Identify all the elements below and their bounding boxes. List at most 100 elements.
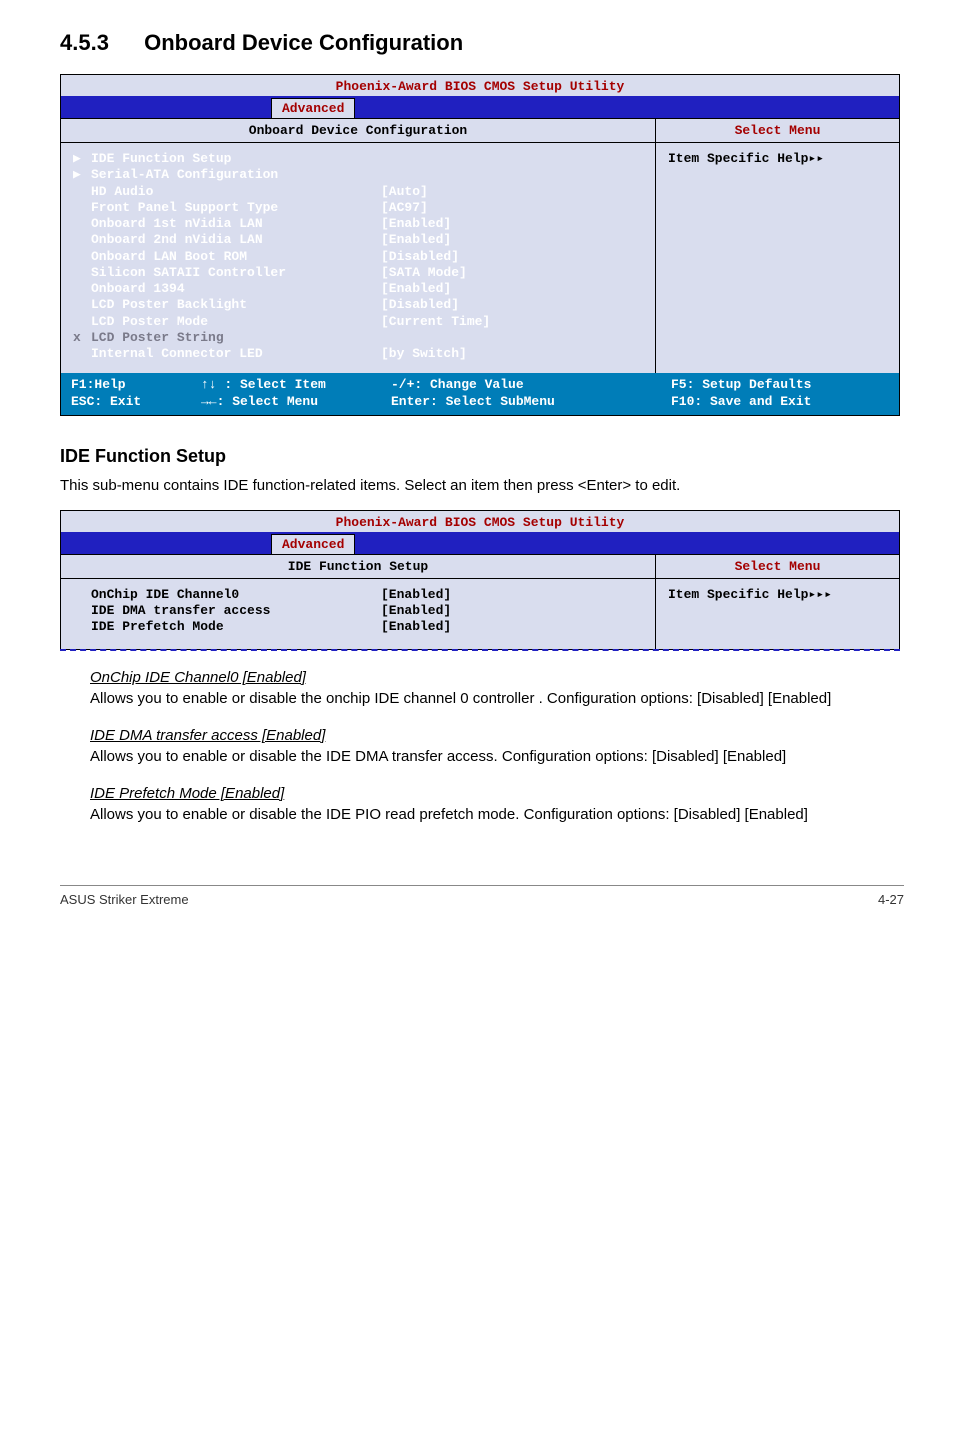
foot-select-menu: →←: Select Menu <box>201 394 391 411</box>
bios-setting-row[interactable]: IDE DMA transfer access[Enabled] <box>73 603 643 619</box>
row-label: LCD Poster Mode <box>91 314 381 330</box>
foot-setup-defaults: F5: Setup Defaults <box>671 377 889 394</box>
row-marker-icon <box>73 249 91 265</box>
bios-setting-row[interactable]: Onboard 2nd nVidia LAN[Enabled] <box>73 232 643 248</box>
row-value: [Enabled] <box>381 216 643 232</box>
bios-settings-list[interactable]: ▶IDE Function Setup▶Serial-ATA Configura… <box>61 143 656 373</box>
bios-setting-row[interactable]: ▶IDE Function Setup <box>73 151 643 167</box>
page-footer: ASUS Striker Extreme 4-27 <box>60 885 904 907</box>
bios-body: ▶IDE Function Setup▶Serial-ATA Configura… <box>61 143 899 373</box>
bios-setting-row[interactable]: Onboard 1st nVidia LAN[Enabled] <box>73 216 643 232</box>
row-marker-icon: x <box>73 330 91 346</box>
option-body: Allows you to enable or disable the IDE … <box>90 746 904 767</box>
bios-setting-row[interactable]: Onboard 1394[Enabled] <box>73 281 643 297</box>
bios-tab-row: Advanced <box>61 96 899 118</box>
row-value: [Auto] <box>381 184 643 200</box>
row-value: [Enabled] <box>381 619 643 635</box>
bios-setting-row[interactable]: Onboard LAN Boot ROM[Disabled] <box>73 249 643 265</box>
bios-help-pane: Item Specific Help▸▸ <box>656 143 899 373</box>
bios-help-pane: Item Specific Help▸▸▸ <box>656 579 899 649</box>
bios-setting-row[interactable]: LCD Poster Mode[Current Time] <box>73 314 643 330</box>
row-marker-icon: ▶ <box>73 167 91 183</box>
subsection-heading: IDE Function Setup <box>60 446 904 467</box>
row-value: [Disabled] <box>381 297 643 313</box>
row-marker-icon <box>73 200 91 216</box>
bios-settings-list[interactable]: OnChip IDE Channel0[Enabled]IDE DMA tran… <box>61 579 656 649</box>
row-marker-icon <box>73 281 91 297</box>
bios-subheader: IDE Function Setup Select Menu <box>61 554 899 579</box>
bios-setting-row[interactable]: HD Audio[Auto] <box>73 184 643 200</box>
row-label: LCD Poster Backlight <box>91 297 381 313</box>
section-heading: 4.5.3 Onboard Device Configuration <box>60 30 904 56</box>
subsection-paragraph: This sub-menu contains IDE function-rela… <box>60 475 904 496</box>
row-label: Onboard 2nd nVidia LAN <box>91 232 381 248</box>
row-marker-icon <box>73 346 91 362</box>
row-label: IDE Prefetch Mode <box>91 619 381 635</box>
row-label: Front Panel Support Type <box>91 200 381 216</box>
row-value: [Enabled] <box>381 281 643 297</box>
bios-setting-row[interactable]: Internal Connector LED[by Switch] <box>73 346 643 362</box>
foot-select-submenu: Enter: Select SubMenu <box>391 394 671 411</box>
row-marker-icon <box>73 619 91 635</box>
bios-title: Phoenix-Award BIOS CMOS Setup Utility <box>61 75 899 96</box>
bios-subhead-left: Onboard Device Configuration <box>61 119 656 142</box>
option-body: Allows you to enable or disable the IDE … <box>90 804 904 825</box>
footer-left: ASUS Striker Extreme <box>60 892 878 907</box>
row-value: [Enabled] <box>381 232 643 248</box>
row-label: Internal Connector LED <box>91 346 381 362</box>
bios-setting-row[interactable]: Silicon SATAII Controller[SATA Mode] <box>73 265 643 281</box>
row-marker-icon <box>73 265 91 281</box>
bios-subhead-right: Select Menu <box>656 555 899 578</box>
option-descriptions: OnChip IDE Channel0 [Enabled] Allows you … <box>60 669 904 825</box>
row-marker-icon <box>73 314 91 330</box>
bios-body: OnChip IDE Channel0[Enabled]IDE DMA tran… <box>61 579 899 649</box>
bios-panel-ide-function: Phoenix-Award BIOS CMOS Setup Utility Ad… <box>60 510 900 650</box>
bios-setting-row[interactable]: LCD Poster Backlight[Disabled] <box>73 297 643 313</box>
row-label: IDE DMA transfer access <box>91 603 381 619</box>
row-value: [Current Time] <box>381 314 643 330</box>
row-marker-icon <box>73 603 91 619</box>
option-heading: OnChip IDE Channel0 [Enabled] <box>90 669 904 686</box>
foot-exit: ESC: Exit <box>71 394 201 411</box>
bios-setting-row[interactable]: OnChip IDE Channel0[Enabled] <box>73 587 643 603</box>
row-marker-icon <box>73 587 91 603</box>
bios-setting-row[interactable]: ▶Serial-ATA Configuration <box>73 167 643 183</box>
bios-subhead-left: IDE Function Setup <box>61 555 656 578</box>
bios-subheader: Onboard Device Configuration Select Menu <box>61 118 899 143</box>
row-marker-icon <box>73 216 91 232</box>
option-heading: IDE Prefetch Mode [Enabled] <box>90 785 904 802</box>
heading-text: Onboard Device Configuration <box>144 30 463 55</box>
row-value: [AC97] <box>381 200 643 216</box>
row-label: OnChip IDE Channel0 <box>91 587 381 603</box>
tab-advanced[interactable]: Advanced <box>271 98 355 118</box>
row-label: Serial-ATA Configuration <box>91 167 381 183</box>
foot-help: F1:Help <box>71 377 201 394</box>
bios-subhead-right: Select Menu <box>656 119 899 142</box>
bios-setting-row[interactable]: xLCD Poster String <box>73 330 643 346</box>
heading-number: 4.5.3 <box>60 30 138 56</box>
foot-save-exit: F10: Save and Exit <box>671 394 889 411</box>
row-value: [Disabled] <box>381 249 643 265</box>
bios-title: Phoenix-Award BIOS CMOS Setup Utility <box>61 511 899 532</box>
row-marker-icon: ▶ <box>73 151 91 167</box>
option-body: Allows you to enable or disable the onch… <box>90 688 904 709</box>
dashed-divider <box>60 649 900 651</box>
row-marker-icon <box>73 184 91 200</box>
row-label: LCD Poster String <box>91 330 381 346</box>
item-specific-help-label: Item Specific Help▸▸▸ <box>668 587 832 602</box>
row-label: Onboard LAN Boot ROM <box>91 249 381 265</box>
row-value: [Enabled] <box>381 587 643 603</box>
row-value: [by Switch] <box>381 346 643 362</box>
row-label: IDE Function Setup <box>91 151 381 167</box>
foot-select-item: ↑↓ : Select Item <box>201 377 391 394</box>
row-label: Onboard 1394 <box>91 281 381 297</box>
row-marker-icon <box>73 232 91 248</box>
row-label: HD Audio <box>91 184 381 200</box>
bios-setting-row[interactable]: Front Panel Support Type[AC97] <box>73 200 643 216</box>
row-value <box>381 167 643 183</box>
bios-setting-row[interactable]: IDE Prefetch Mode[Enabled] <box>73 619 643 635</box>
option-heading: IDE DMA transfer access [Enabled] <box>90 727 904 744</box>
row-value <box>381 151 643 167</box>
row-value: [Enabled] <box>381 603 643 619</box>
tab-advanced[interactable]: Advanced <box>271 534 355 554</box>
